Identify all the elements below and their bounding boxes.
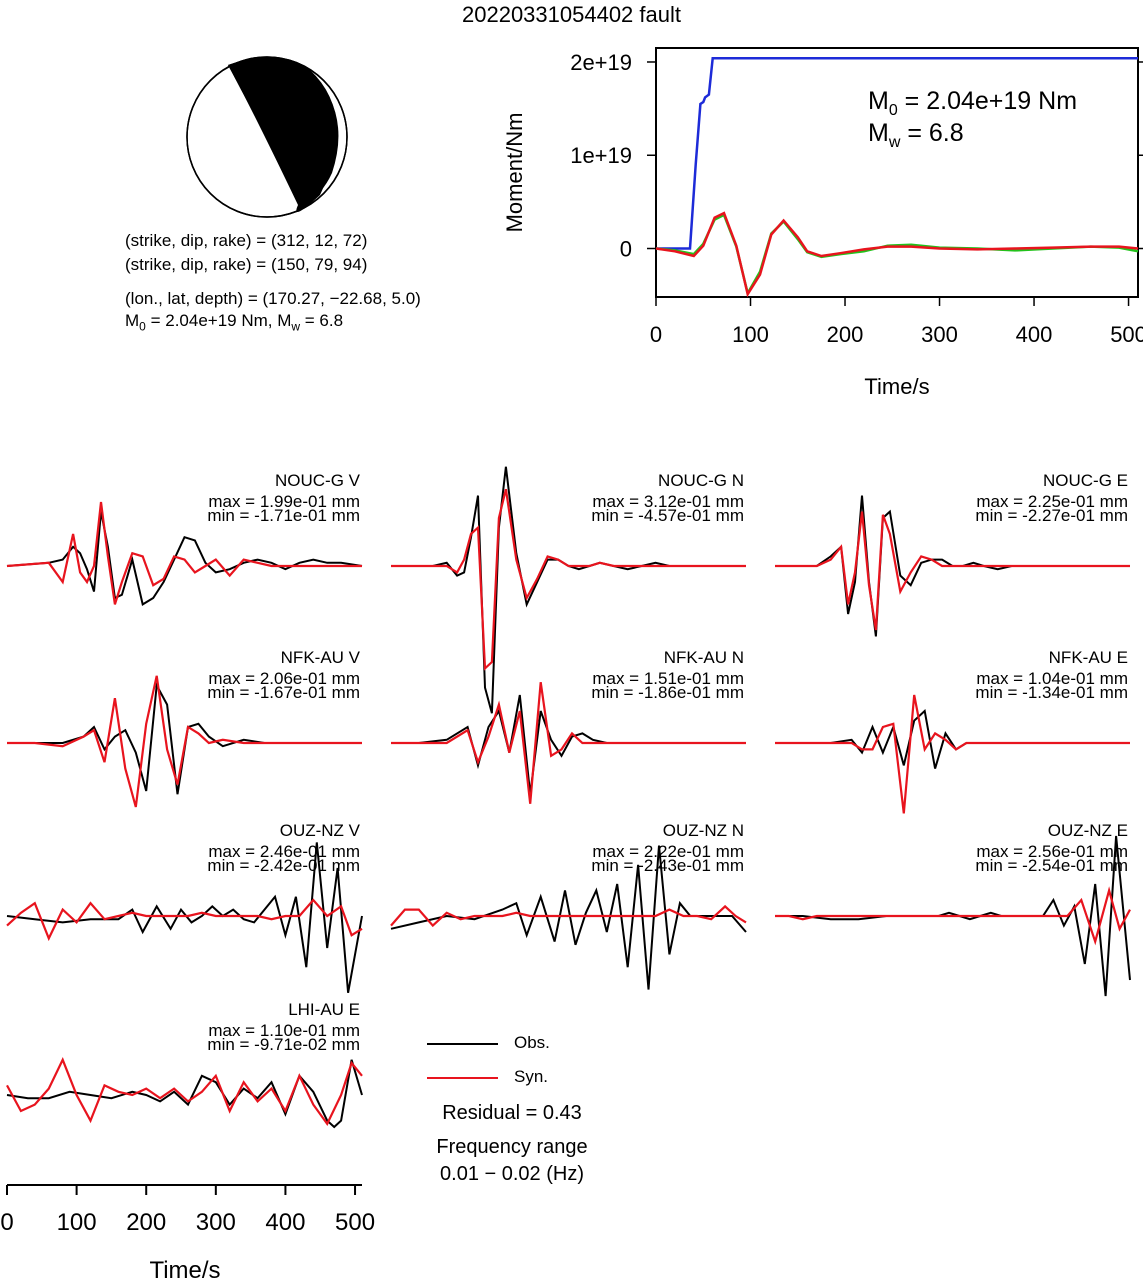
min-amplitude-label: min = -4.57e-01 mm bbox=[591, 506, 744, 525]
waveform-x-tick-label: 200 bbox=[126, 1209, 166, 1236]
synthetic-waveform bbox=[6, 898, 363, 942]
waveform-x-tick-label: 400 bbox=[265, 1209, 305, 1236]
frequency-range-value: 0.01 − 0.02 (Hz) bbox=[440, 1163, 584, 1185]
page-title: 20220331054402 fault bbox=[462, 2, 681, 27]
waveform-x-axis-label: Time/s bbox=[149, 1257, 220, 1281]
legend-obs-label: Obs. bbox=[514, 1033, 550, 1052]
max-amplitude-label: max = 1.99e-01 mm bbox=[208, 492, 360, 511]
max-amplitude-label: max = 2.56e-01 mm bbox=[976, 842, 1128, 861]
observed-waveform bbox=[6, 511, 363, 606]
max-amplitude-label: max = 2.25e-01 mm bbox=[976, 492, 1128, 511]
max-amplitude-label: max = 1.51e-01 mm bbox=[592, 669, 744, 688]
min-amplitude-label: min = -1.67e-01 mm bbox=[207, 683, 360, 702]
station-label: NOUC-G N bbox=[658, 471, 744, 490]
nodal-plane-1: (strike, dip, rake) = (312, 12, 72) bbox=[125, 231, 368, 250]
max-amplitude-label: max = 3.12e-01 mm bbox=[592, 492, 744, 511]
x-tick-label: 400 bbox=[1016, 322, 1053, 347]
waveform-x-tick-label: 300 bbox=[196, 1209, 236, 1236]
waveform-x-tick-label: 0 bbox=[0, 1209, 13, 1236]
observed-waveform bbox=[775, 709, 1130, 769]
synthetic-waveform bbox=[7, 675, 362, 808]
moment-series-line bbox=[655, 211, 1139, 298]
station-label: NFK-AU E bbox=[1049, 648, 1128, 667]
synthetic-waveform bbox=[6, 1057, 363, 1126]
min-amplitude-label: min = -2.27e-01 mm bbox=[975, 506, 1128, 525]
x-tick-label: 0 bbox=[650, 322, 662, 347]
moment-m0-annotation: M0 = 2.04e+19 Nm bbox=[868, 87, 1077, 119]
station-label: LHI-AU E bbox=[288, 1000, 360, 1019]
observed-waveform bbox=[391, 694, 746, 795]
synthetic-waveform bbox=[775, 886, 1131, 946]
y-axis-label: Moment/Nm bbox=[502, 113, 527, 233]
station-label: OUZ-NZ E bbox=[1048, 821, 1128, 840]
x-tick-label: 100 bbox=[732, 322, 769, 347]
x-tick-label: 300 bbox=[921, 322, 958, 347]
synthetic-waveform bbox=[390, 904, 747, 928]
y-tick-label: 2e+19 bbox=[570, 50, 632, 75]
max-amplitude-label: max = 2.22e-01 mm bbox=[592, 842, 744, 861]
synthetic-waveform bbox=[775, 694, 1130, 814]
station-label: OUZ-NZ N bbox=[663, 821, 744, 840]
min-amplitude-label: min = -2.42e-01 mm bbox=[207, 856, 360, 875]
min-amplitude-label: min = -1.34e-01 mm bbox=[975, 683, 1128, 702]
x-axis-label: Time/s bbox=[864, 374, 929, 399]
x-tick-label: 200 bbox=[827, 322, 864, 347]
legend bbox=[427, 1043, 498, 1079]
min-amplitude-label: min = -2.43e-01 mm bbox=[591, 856, 744, 875]
min-amplitude-label: min = -9.71e-02 mm bbox=[207, 1035, 360, 1054]
waveform-x-tick-label: 500 bbox=[335, 1209, 375, 1236]
max-amplitude-label: max = 1.04e-01 mm bbox=[976, 669, 1128, 688]
y-tick-label: 1e+19 bbox=[570, 143, 632, 168]
station-label: NFK-AU N bbox=[664, 648, 744, 667]
waveform-x-tick-label: 100 bbox=[57, 1209, 97, 1236]
moment-magnitude-line: M0 = 2.04e+19 Nm, Mw = 6.8 bbox=[125, 311, 344, 334]
max-amplitude-label: max = 2.46e-01 mm bbox=[208, 842, 360, 861]
frequency-range-title: Frequency range bbox=[436, 1136, 588, 1158]
max-amplitude-label: max = 2.06e-01 mm bbox=[208, 669, 360, 688]
station-label: NOUC-G V bbox=[275, 471, 361, 490]
max-amplitude-label: max = 1.10e-01 mm bbox=[208, 1021, 360, 1040]
moment-series-line bbox=[656, 57, 1138, 250]
min-amplitude-label: min = -1.71e-01 mm bbox=[207, 506, 360, 525]
y-tick-label: 0 bbox=[620, 237, 632, 262]
moment-plot-frame bbox=[655, 47, 1139, 298]
synthetic-waveform bbox=[391, 682, 746, 804]
min-amplitude-label: min = -2.54e-01 mm bbox=[975, 856, 1128, 875]
moment-time-chart: 0 1e+19 2e+19 0 100 200 300 400 500 Time/s Moment/… bbox=[502, 47, 1143, 399]
nodal-plane-2: (strike, dip, rake) = (150, 79, 94) bbox=[125, 255, 368, 274]
station-label: OUZ-NZ V bbox=[280, 821, 361, 840]
moment-mw-annotation: Mw = 6.8 bbox=[868, 119, 964, 151]
x-tick-label: 500 bbox=[1110, 322, 1143, 347]
synthetic-waveform bbox=[6, 501, 362, 605]
station-label: NOUC-G E bbox=[1043, 471, 1128, 490]
synthetic-waveform bbox=[775, 511, 1130, 631]
beachball-diagram bbox=[186, 56, 348, 218]
event-location: (lon., lat, depth) = (170.27, −22.68, 5.… bbox=[125, 289, 421, 308]
legend-syn-label: Syn. bbox=[514, 1067, 549, 1086]
min-amplitude-label: min = -1.86e-01 mm bbox=[591, 683, 744, 702]
residual-label: Residual = 0.43 bbox=[442, 1102, 582, 1124]
observed-waveform bbox=[6, 1059, 363, 1129]
synthetic-waveform bbox=[391, 488, 746, 671]
station-label: NFK-AU V bbox=[281, 648, 361, 667]
